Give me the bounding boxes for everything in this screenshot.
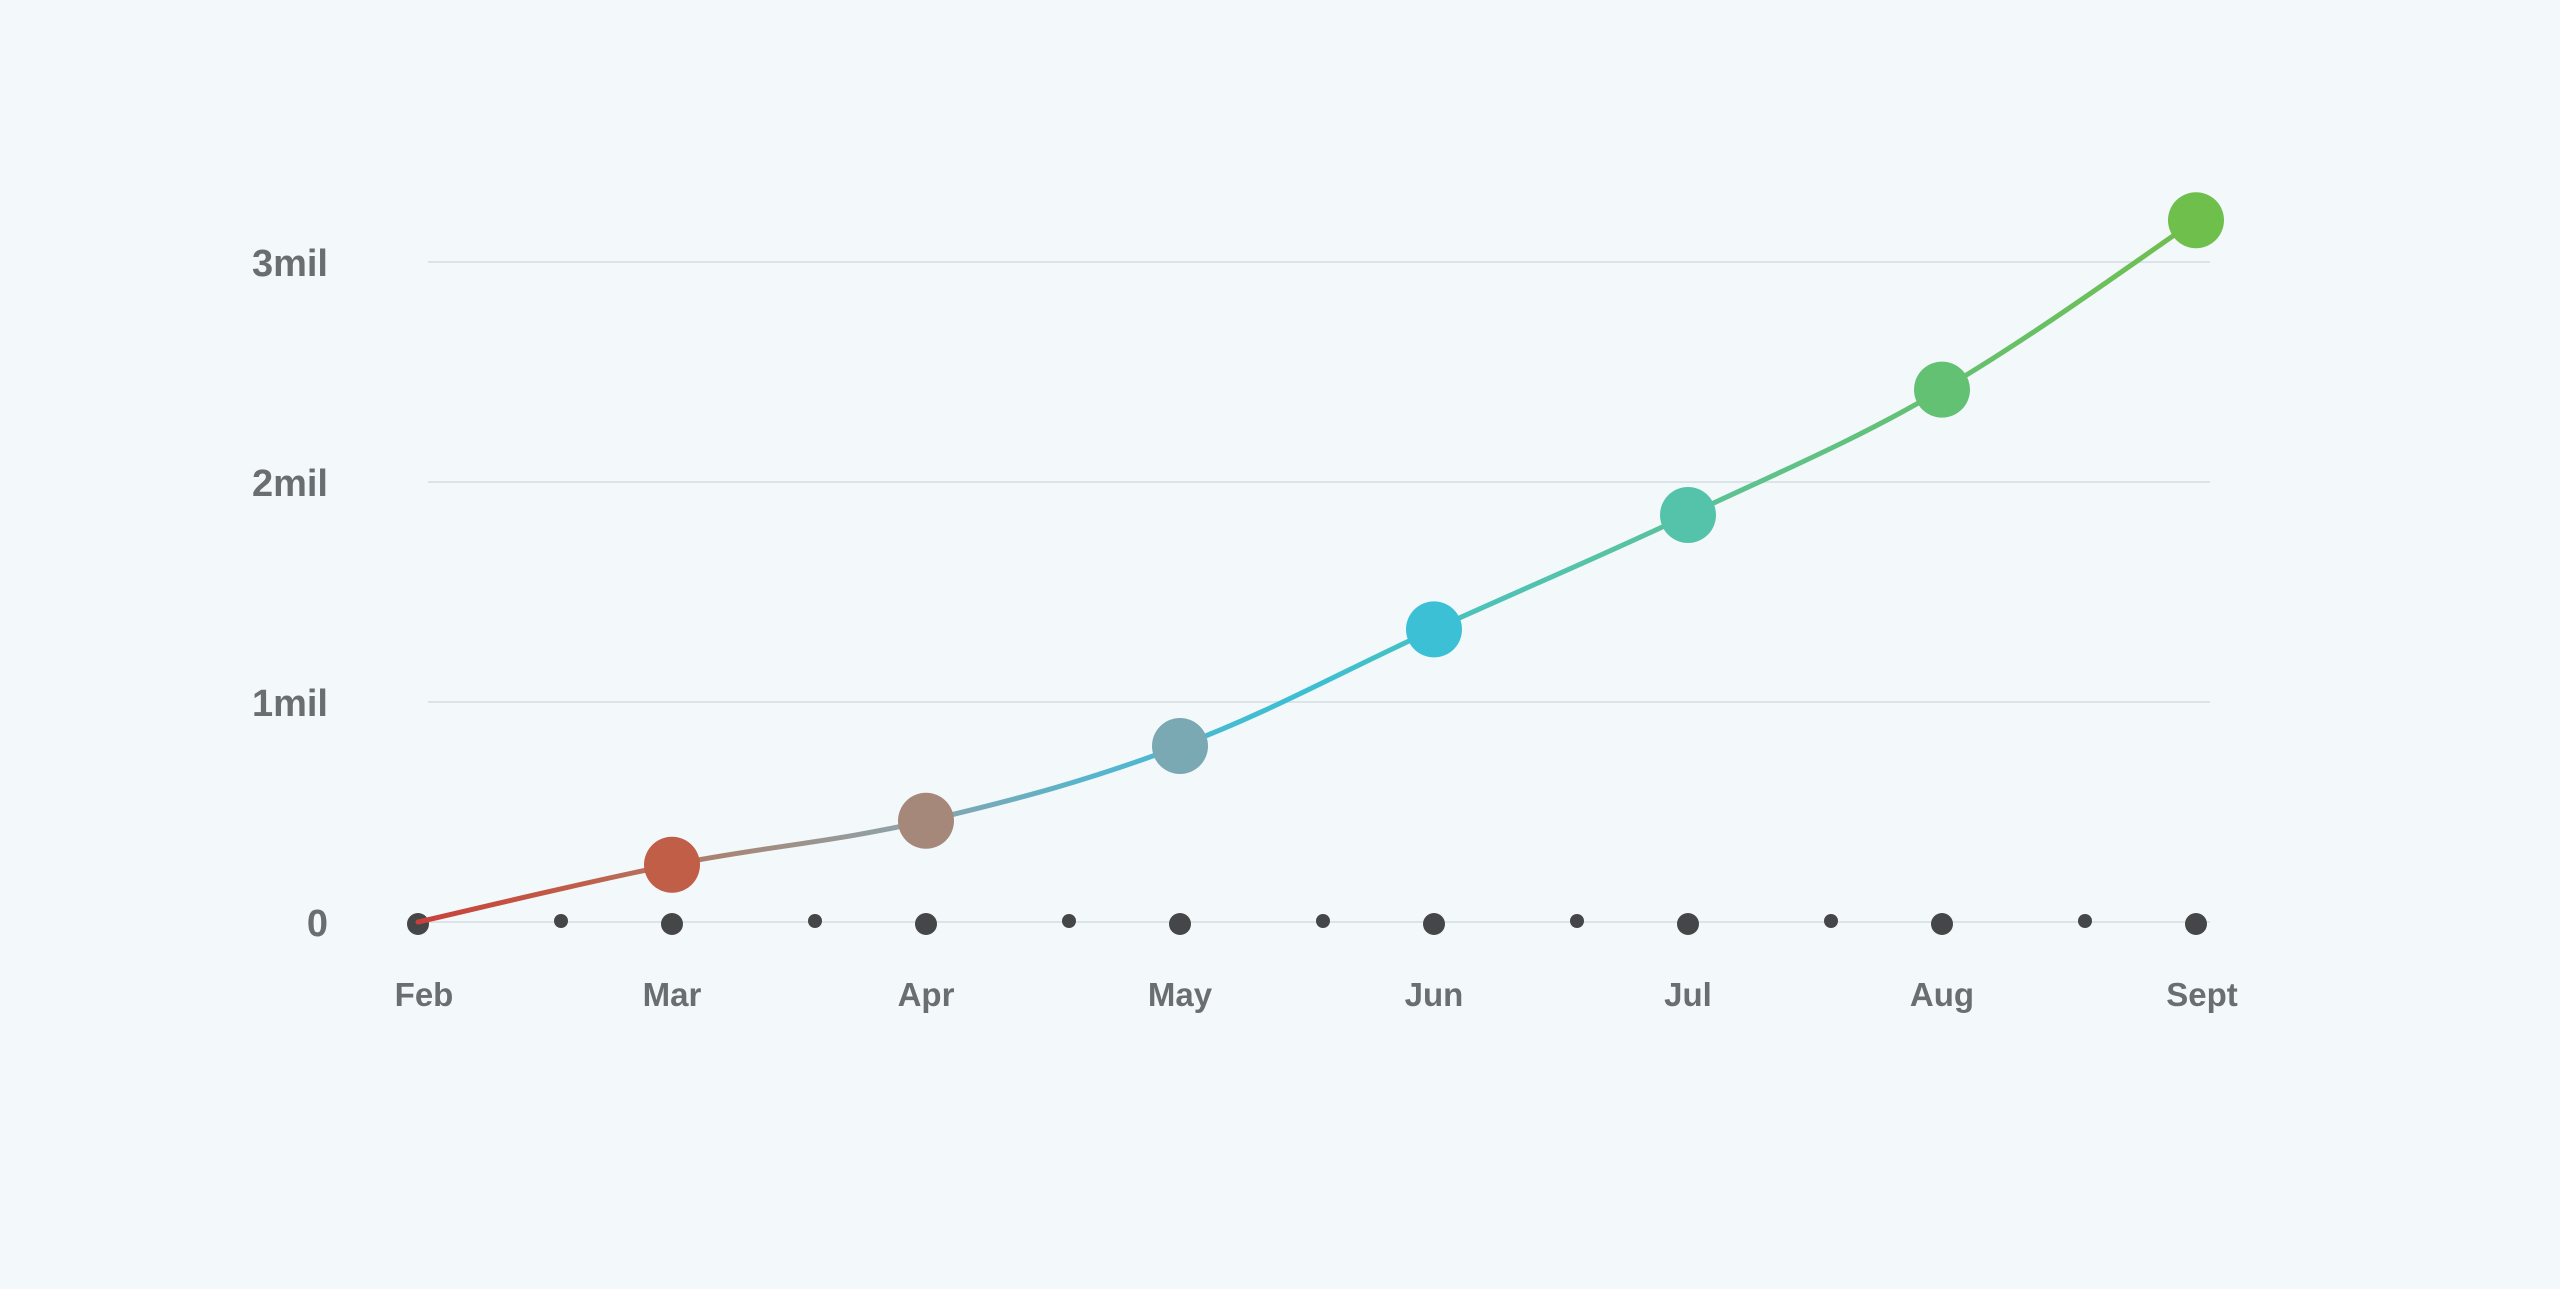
gridlines [428,261,2210,923]
x-axis-major-dot [2185,913,2207,935]
x-axis-major-dot [915,913,937,935]
x-axis-minor-dot [554,914,568,928]
x-axis-minor-dot [808,914,822,928]
data-point-sept[interactable] [2168,192,2224,249]
data-point-jun[interactable] [1406,601,1462,658]
x-axis-minor-dot [1824,914,1838,928]
x-tick-label: Aug [1910,976,1974,1013]
x-axis-minor-dot [1062,914,1076,928]
x-axis-minor-dot [1316,914,1330,928]
data-point-aug[interactable] [1914,361,1970,418]
y-tick-label: 2mil [252,463,328,505]
y-tick-label: 1mil [252,683,328,725]
data-points [644,192,2224,893]
x-axis-dots [407,913,2207,935]
x-axis-minor-dot [1570,914,1584,928]
x-axis-major-dot [1931,913,1953,935]
x-tick-label: Mar [643,976,702,1013]
x-tick-label: Jul [1664,976,1712,1013]
y-tick-label: 3mil [252,243,328,285]
x-tick-label: May [1148,976,1213,1013]
data-point-apr[interactable] [898,792,954,849]
series-line [415,217,2199,925]
x-axis-major-dot [1677,913,1699,935]
x-tick-label: Apr [898,976,955,1013]
y-axis-tick-labels: 0 1mil 2mil 3mil [252,243,328,945]
x-axis-major-dot [1169,913,1191,935]
y-tick-label: 0 [307,903,328,945]
data-point-mar[interactable] [644,836,700,893]
x-tick-label: Sept [2166,976,2238,1013]
x-tick-label: Feb [395,976,454,1013]
x-axis-major-dot [1423,913,1445,935]
data-point-jul[interactable] [1660,487,1716,543]
data-point-may[interactable] [1152,718,1208,774]
x-tick-label: Jun [1405,976,1464,1013]
x-axis-major-dot [661,913,683,935]
x-axis-minor-dot [2078,914,2092,928]
x-axis-tick-labels: Feb Mar Apr May Jun Jul Aug Sept [395,976,2238,1013]
